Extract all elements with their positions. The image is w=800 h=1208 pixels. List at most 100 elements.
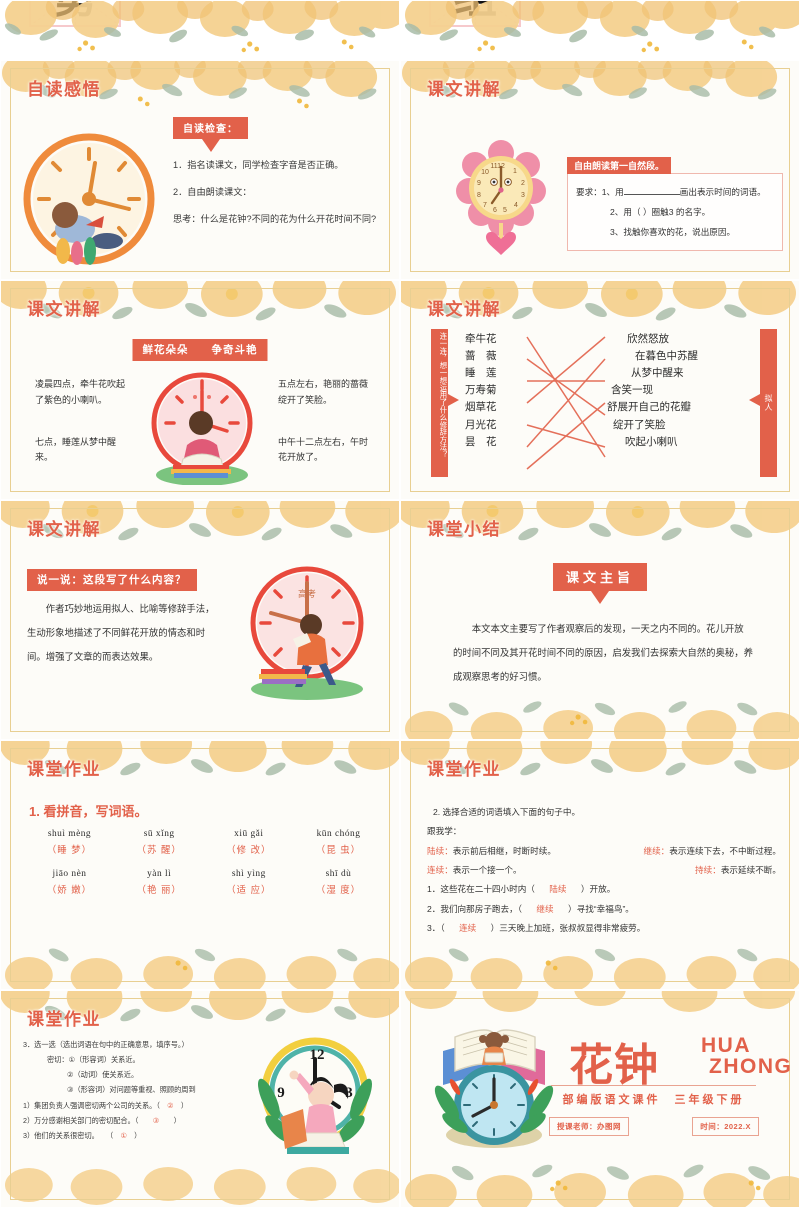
svg-text:1: 1 bbox=[513, 168, 517, 175]
pinyin-text: jiāo nèn bbox=[52, 869, 87, 879]
svg-text:8: 8 bbox=[477, 192, 481, 199]
pinyin-cell: yàn lì （艳 丽） bbox=[117, 869, 202, 896]
slide-lesson-flowers[interactable]: 课文讲解 鲜花朵朵 争奇斗艳 凌晨四点，牵牛花吹起了紫色的小喇叭。 七点，睡莲从 bbox=[0, 280, 400, 500]
cover-pinyin-bottom: ZHONG bbox=[709, 1055, 793, 1079]
pinyin-answer[interactable]: （修 改） bbox=[226, 844, 272, 855]
slide-lesson-match[interactable]: 课文讲解 连一连，想一想运用了什么修辞方法？ 牵牛花 蔷 薇 睡 莲 万寿菊 烟… bbox=[400, 280, 800, 500]
flower-name[interactable]: 昙 花 bbox=[465, 435, 497, 448]
pinyin-cell: shī dù （湿 度） bbox=[296, 869, 381, 896]
character-grid-box: 组 bbox=[429, 1, 521, 27]
flower-text: 中午十二点左右，午时花开放了。 bbox=[278, 436, 369, 463]
slide-strip-left[interactable]: 勇 造句：警察叔叔机智勇敢，勇斗歹徒。 上宽下窄，“日”居下居中。 bbox=[0, 0, 400, 60]
choose-item: 3）他们的关系很密切。 （ ① ） bbox=[23, 1130, 142, 1140]
pinyin-text: shī dù bbox=[325, 869, 352, 879]
svg-text:7: 7 bbox=[483, 202, 487, 209]
cloze-answer[interactable]: 继续 bbox=[536, 903, 554, 914]
clock-girl-book-illustration: 12 3 9 bbox=[258, 1037, 372, 1154]
action-phrase[interactable]: 从梦中醒来 bbox=[631, 367, 684, 380]
cloze-answer[interactable]: 陆续 bbox=[549, 884, 567, 895]
slide-homework-choose[interactable]: 课堂作业 3．选一选（选出词语在句中的正确意思，填序号。） 密切：①（形容词）关… bbox=[0, 990, 400, 1208]
slide-self-read[interactable]: 自读感悟 自读检查： 1．指名读课文，同学检查字音是否正确。 2 bbox=[0, 60, 400, 280]
action-phrase[interactable]: 欣然怒放 bbox=[627, 333, 669, 345]
floral-border-bottom bbox=[401, 931, 799, 989]
requirement-line-1: 要求：1、用 画出表示时间的词语。 bbox=[576, 183, 774, 203]
section-title: 课文讲解 bbox=[427, 300, 501, 319]
thinking-question: 思考：什么是花钟?不同的花为什么开花时间不同? bbox=[173, 214, 377, 224]
flower-name[interactable]: 烟草花 bbox=[465, 401, 497, 414]
pinyin-question: 1. 看拼音，写词语。 bbox=[29, 804, 148, 819]
pinyin-text: shuì mèng bbox=[47, 829, 92, 839]
slide-summary[interactable]: 课堂小结 课文主旨 本文本文主要写了作者观察后的发现，一天之内不同的。花儿开放的… bbox=[400, 500, 800, 740]
pinyin-answer[interactable]: （艳 丽） bbox=[136, 884, 182, 895]
definition-item: 陆续：表示前后相继，时断时续。 bbox=[427, 845, 556, 856]
cloze-question: 2. 选择合适的词语填入下面的句子中。 bbox=[433, 807, 581, 817]
flowers-left-column: 凌晨四点，牵牛花吹起了紫色的小喇叭。 七点，睡莲从梦中醒来。 bbox=[35, 377, 130, 466]
section-title: 课堂作业 bbox=[27, 760, 101, 779]
pinyin-answer[interactable]: （适 应） bbox=[226, 884, 272, 895]
slide-homework-pinyin[interactable]: 课堂作业 1. 看拼音，写词语。 shuì mèng （睡 梦） sū xǐng… bbox=[0, 740, 400, 990]
flower-name-column: 牵牛花 蔷 薇 睡 莲 万寿菊 烟草花 月光花 昙 花 bbox=[465, 331, 497, 451]
flower-name[interactable]: 蔷 薇 bbox=[465, 350, 497, 363]
cover-pinyin: HUA ZHONG bbox=[701, 1035, 792, 1078]
pinyin-answer[interactable]: （苏 醒） bbox=[136, 844, 182, 855]
slide-lesson-talk[interactable]: 课文讲解 说一说：这段写了什么内容？ 作者巧妙地运用拟人、比喻等修辞手法，生动形… bbox=[0, 500, 400, 740]
self-read-banner: 自读检查： bbox=[173, 117, 248, 139]
action-phrase[interactable]: 在暮色中苏醒 bbox=[635, 350, 698, 363]
list-item: 2．自由朗读课文： bbox=[173, 187, 252, 197]
svg-text:2: 2 bbox=[521, 180, 525, 187]
choose-body: 3．选一选（选出词语在句中的正确意思，填序号。） 密切：①（形容词）关系近。 ②… bbox=[23, 1037, 248, 1143]
flower-name[interactable]: 月光花 bbox=[465, 418, 497, 431]
flowers-banner: 鲜花朵朵 争奇斗艳 bbox=[132, 339, 268, 361]
floral-border-bottom bbox=[1, 931, 399, 989]
cloze-answer[interactable]: 连续 bbox=[459, 922, 477, 933]
section-title: 课堂作业 bbox=[427, 760, 501, 779]
read-aloud-banner: 自由朗读第一自然段。 bbox=[567, 157, 672, 174]
arrow-right-icon bbox=[448, 394, 459, 406]
definition-item: 继续：表示连续下去，不中断过程。 bbox=[643, 845, 781, 856]
book-clock-girl-illustration bbox=[434, 1029, 554, 1148]
pinyin-answer[interactable]: （湿 度） bbox=[315, 884, 362, 895]
action-phrase[interactable]: 吹起小喇叭 bbox=[625, 435, 678, 448]
pinyin-answer-table: shuì mèng （睡 梦） sū xǐng （苏 醒） xiū gǎi （修… bbox=[27, 829, 381, 896]
svg-text:9: 9 bbox=[477, 180, 481, 187]
clock-boy-reading-illustration bbox=[151, 372, 253, 485]
choose-answer[interactable]: ① bbox=[120, 1130, 127, 1140]
slide-cover[interactable]: 花钟 HUA ZHONG 部编版语文课件 三年级下册 授课老师：办图网 时间：2… bbox=[400, 990, 800, 1208]
pinyin-cell: shuì mèng （睡 梦） bbox=[27, 829, 112, 856]
svg-text:3: 3 bbox=[345, 1085, 353, 1101]
definition-item: 持续：表示延续不断。 bbox=[695, 864, 781, 875]
pinyin-text: yàn lì bbox=[147, 869, 172, 879]
pinyin-text: xiū gǎi bbox=[234, 829, 264, 839]
cloze-sentence: 2．我们向那房子跑去，（ 继续 ）寻找“幸福鸟”。 bbox=[427, 900, 781, 919]
character-glyph: 勇 bbox=[31, 1, 119, 25]
slide-homework-cloze[interactable]: 课堂作业 2. 选择合适的词语填入下面的句子中。 跟我学： 陆续：表示前后相继，… bbox=[400, 740, 800, 990]
svg-text:高考: 高考 bbox=[298, 588, 316, 599]
pinyin-answer[interactable]: （睡 梦） bbox=[46, 844, 93, 855]
cloze-sentence: 1．这些花在二十四小时内（ 陆续 ）开放。 bbox=[427, 880, 781, 899]
action-phrase[interactable]: 含笑一现 bbox=[611, 384, 653, 397]
summary-banner: 课文主旨 bbox=[552, 563, 648, 591]
clock-girl-reading-illustration bbox=[23, 133, 155, 265]
choose-definition: ③（形容词）对问题等重视、照顾的周到 bbox=[67, 1085, 196, 1095]
choose-answer[interactable]: ② bbox=[167, 1100, 174, 1110]
pinyin-text: kūn chóng bbox=[316, 829, 361, 839]
cover-subtitle: 部编版语文课件 三年级下册 bbox=[562, 1094, 745, 1106]
rhetoric-label: 拟人 bbox=[760, 329, 777, 477]
flower-name[interactable]: 万寿菊 bbox=[465, 384, 497, 397]
definition-row-2: 连续：表示一个接一个。 持续：表示延续不断。 bbox=[427, 861, 781, 880]
self-read-item-list: 1．指名读课文，同学检查字音是否正确。 2．自由朗读课文： 思考：什么是花钟?不… bbox=[173, 157, 388, 238]
requirements-box: 要求：1、用 画出表示时间的词语。 2、用（ ）圈触3 的名字。 3、找触你喜欢的… bbox=[567, 173, 783, 252]
flower-name[interactable]: 牵牛花 bbox=[465, 333, 497, 345]
pinyin-answer[interactable]: （娇 嫩） bbox=[46, 884, 93, 895]
flower-name[interactable]: 睡 莲 bbox=[465, 367, 497, 380]
clock-boy-walking-illustration: 高考 bbox=[250, 566, 364, 700]
pinyin-cell: shì yìng （适 应） bbox=[206, 869, 291, 896]
slide-strip-right[interactable]: 组 造句：妈妈参加了社区组织的排球赛。 左窄右宽。“纟”顶部高，底部左右平齐。 bbox=[400, 0, 800, 60]
choose-answer[interactable]: ③ bbox=[152, 1115, 160, 1125]
pinyin-answer[interactable]: （昆 虫） bbox=[315, 844, 362, 855]
action-phrase[interactable]: 舒展开自己的花瓣 bbox=[607, 401, 691, 414]
action-phrase[interactable]: 绽开了笑脸 bbox=[613, 418, 666, 431]
